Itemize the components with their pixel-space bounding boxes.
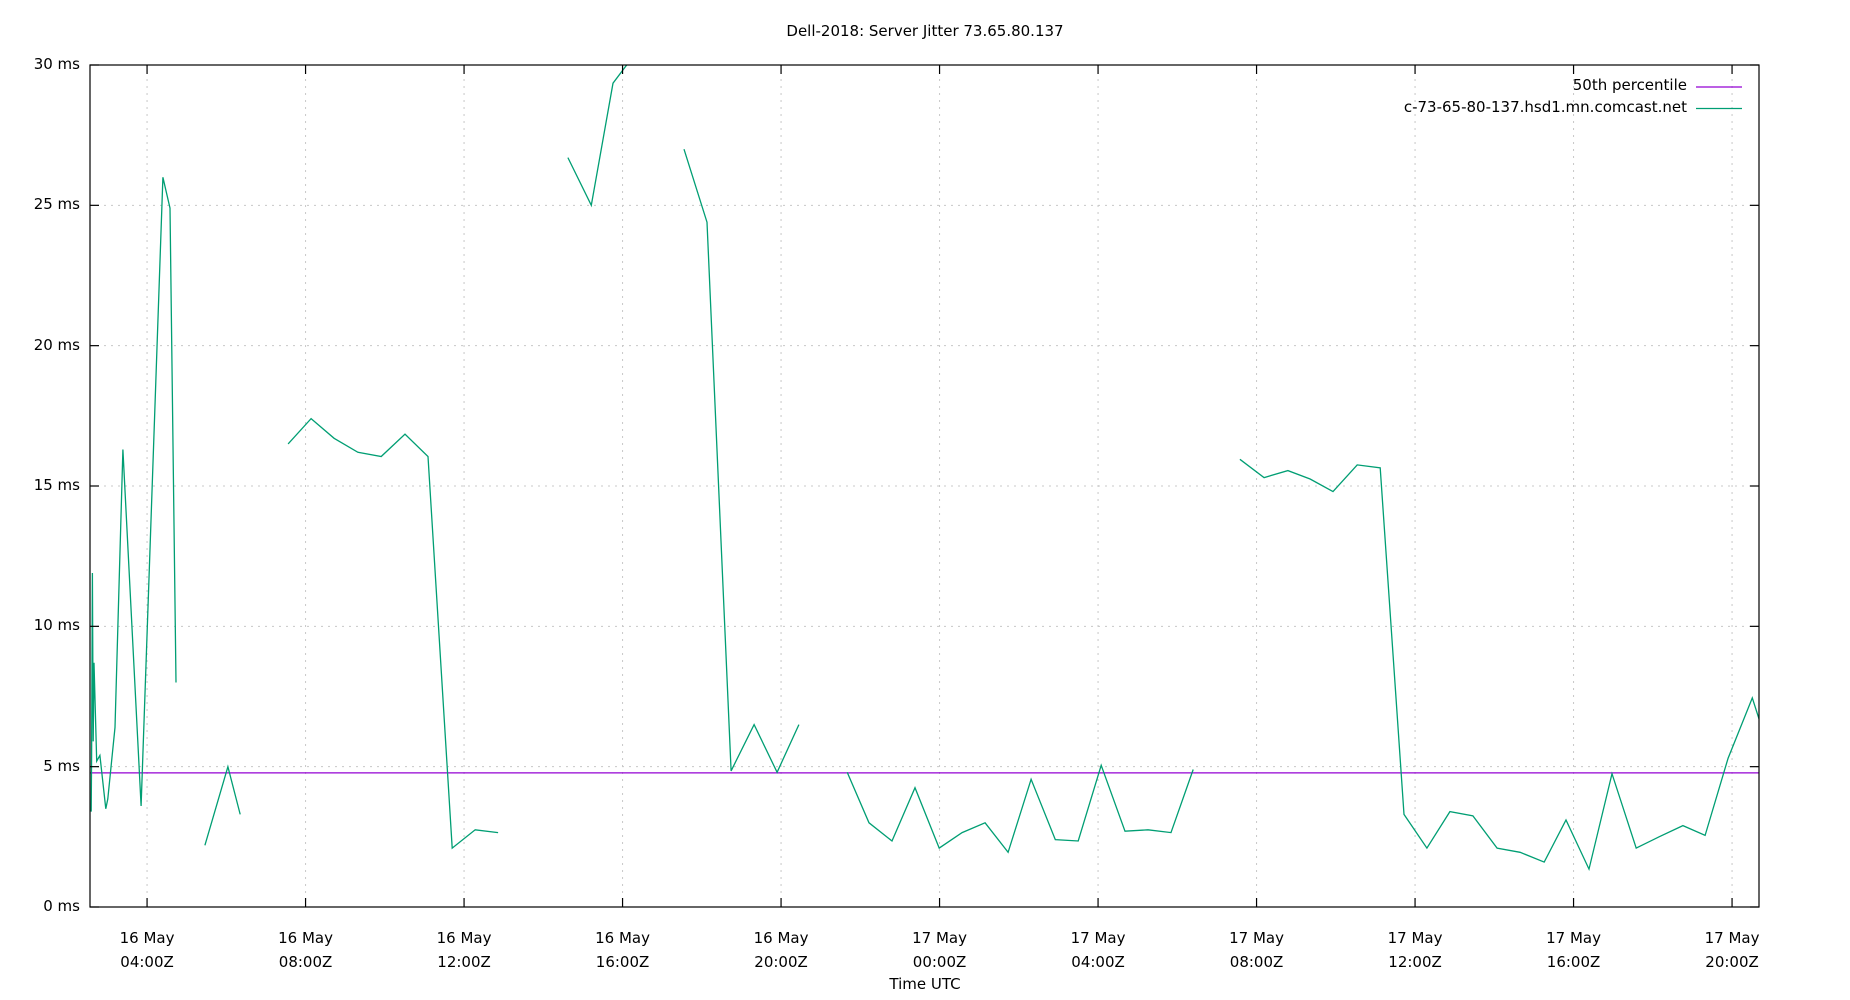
x-tick-label: 16 May 16:00Z [595,929,650,971]
y-tick-label: 25 ms [33,195,80,214]
y-tick-label: 10 ms [33,616,80,635]
legend-item-host: c-73-65-80-137.hsd1.mn.comcast.net [1403,98,1687,116]
x-tick-label: 16 May 20:00Z [753,929,809,971]
x-tick-label: 17 May 04:00Z [1070,929,1126,971]
x-tick-label: 17 May 20:00Z [1704,929,1760,971]
axis-ticks [90,64,1759,908]
x-tick-label: 16 May 12:00Z [436,929,492,971]
x-tick-label: 16 May 08:00Z [278,929,333,971]
x-axis-title: Time UTC [889,975,961,993]
x-tick-label: 17 May 12:00Z [1387,929,1443,971]
x-tick-label: 17 May 08:00Z [1229,929,1284,971]
y-tick-label: 15 ms [33,476,80,494]
y-tick-label: 20 ms [33,335,80,354]
x-tick-label: 17 May 00:00Z [912,929,967,971]
legend-swatches [1696,86,1742,110]
y-tick-label: 5 ms [43,756,80,775]
chart-title: Dell-2018: Server Jitter 73.65.80.137 [786,22,1064,40]
y-tick-label: 0 ms [43,897,80,915]
x-tick-label: 16 May 04:00Z [119,929,175,971]
grid-lines [90,64,1759,907]
x-tick-label: 17 May 16:00Z [1546,929,1601,971]
y-tick-label: 30 ms [33,55,80,73]
legend-item-50th-percentile: 50th percentile [1572,76,1687,94]
data-series [90,65,1759,872]
